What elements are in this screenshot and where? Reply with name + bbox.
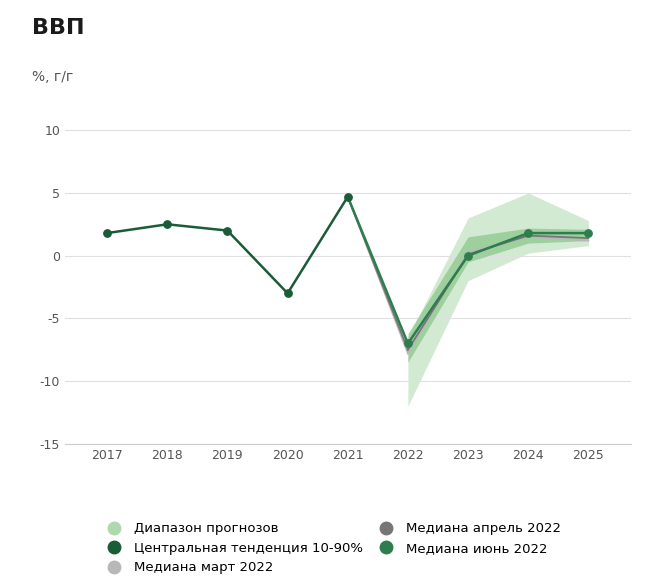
Point: [162, 220, 172, 229]
Point: [523, 228, 534, 238]
Point: [282, 288, 293, 298]
Point: [102, 228, 112, 238]
Point: [343, 192, 353, 201]
Point: [403, 339, 413, 348]
Point: [463, 251, 473, 260]
Text: ВВП: ВВП: [32, 18, 85, 37]
Legend: Диапазон прогнозов, Центральная тенденция 10-90%, Медиана март 2022, Медиана апр: Диапазон прогнозов, Центральная тенденци…: [97, 518, 565, 578]
Point: [222, 226, 233, 235]
Point: [583, 228, 593, 238]
Text: %, г/г: %, г/г: [32, 70, 73, 84]
